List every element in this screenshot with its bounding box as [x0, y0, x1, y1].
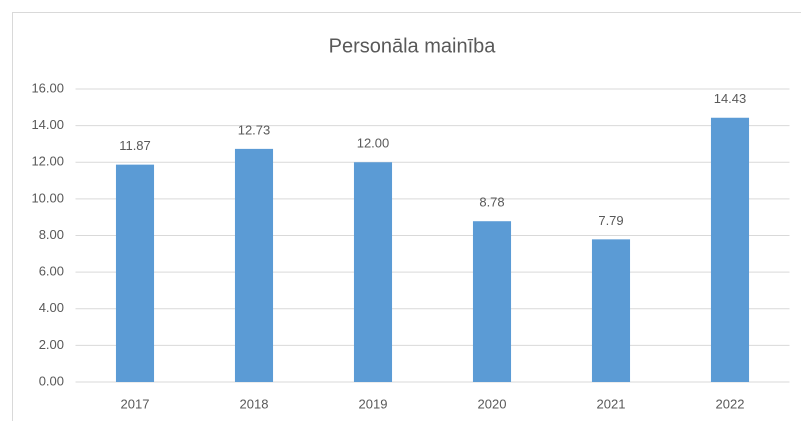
bar — [710, 117, 750, 383]
bar — [472, 221, 512, 382]
y-tick-label: 8.00 — [39, 227, 64, 242]
chart-title: Personāla mainība — [329, 35, 497, 57]
bar — [234, 148, 274, 382]
data-label: 12.73 — [238, 122, 271, 137]
y-tick-label: 6.00 — [39, 264, 64, 279]
data-label: 8.78 — [479, 195, 504, 210]
chart-border — [12, 12, 801, 421]
data-label: 11.87 — [119, 138, 151, 153]
y-tick-label: 12.00 — [31, 154, 64, 169]
bar — [591, 239, 631, 382]
x-tick-label: 2019 — [359, 396, 388, 411]
x-tick-label: 2022 — [716, 396, 745, 411]
data-label: 7.79 — [598, 213, 623, 228]
x-tick-label: 2021 — [597, 396, 626, 411]
y-tick-label: 10.00 — [31, 190, 64, 205]
data-label: 14.43 — [714, 91, 747, 106]
y-tick-label: 4.00 — [39, 300, 64, 315]
y-tick-label: 2.00 — [39, 337, 64, 352]
bar — [115, 164, 155, 382]
x-tick-label: 2018 — [240, 396, 269, 411]
data-label: 12.00 — [357, 136, 390, 151]
x-tick-label: 2020 — [478, 396, 507, 411]
y-tick-label: 14.00 — [31, 117, 64, 132]
x-tick-label: 2017 — [121, 396, 150, 411]
bar — [353, 162, 393, 382]
y-tick-label: 16.00 — [31, 80, 64, 95]
y-tick-label: 0.00 — [39, 373, 64, 388]
